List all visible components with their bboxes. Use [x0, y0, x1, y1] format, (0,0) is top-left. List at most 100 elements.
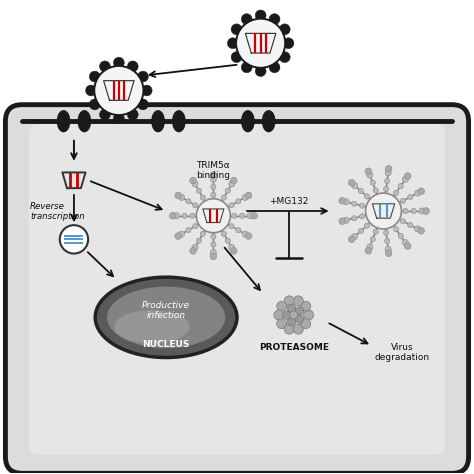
Circle shape [419, 208, 425, 214]
Circle shape [343, 217, 349, 223]
Text: Virus
degradation: Virus degradation [375, 343, 430, 363]
Circle shape [169, 212, 176, 219]
Circle shape [284, 324, 294, 334]
Circle shape [229, 224, 234, 229]
Circle shape [230, 177, 237, 184]
Circle shape [295, 315, 303, 323]
Text: Reverse
transcription: Reverse transcription [30, 201, 85, 221]
Circle shape [141, 85, 152, 96]
Circle shape [232, 213, 237, 219]
Circle shape [411, 209, 416, 214]
Circle shape [192, 224, 198, 229]
Circle shape [86, 85, 96, 96]
Circle shape [241, 62, 252, 73]
Circle shape [398, 183, 403, 189]
Text: TRIM5α
binding: TRIM5α binding [196, 161, 230, 180]
Circle shape [128, 61, 138, 72]
Ellipse shape [57, 111, 70, 132]
Circle shape [228, 181, 235, 187]
Circle shape [301, 319, 311, 328]
Circle shape [418, 188, 425, 194]
Circle shape [128, 109, 138, 120]
Circle shape [186, 228, 191, 233]
Ellipse shape [152, 111, 164, 132]
Circle shape [358, 228, 364, 234]
Circle shape [358, 188, 364, 193]
Circle shape [173, 213, 180, 219]
Circle shape [211, 184, 216, 190]
Circle shape [365, 194, 370, 199]
Circle shape [251, 212, 257, 219]
Text: PROTEASOME: PROTEASOME [259, 343, 328, 352]
Circle shape [403, 209, 408, 214]
FancyBboxPatch shape [5, 105, 469, 474]
Circle shape [228, 245, 235, 251]
Circle shape [414, 226, 420, 232]
Circle shape [293, 324, 303, 334]
Circle shape [401, 198, 406, 203]
Circle shape [210, 249, 217, 255]
Circle shape [287, 318, 296, 326]
Circle shape [236, 18, 285, 68]
Circle shape [211, 242, 216, 247]
Circle shape [201, 195, 206, 200]
Circle shape [239, 213, 245, 219]
Circle shape [190, 213, 195, 219]
Circle shape [402, 176, 409, 182]
Circle shape [293, 296, 303, 306]
Ellipse shape [263, 111, 275, 132]
Circle shape [352, 201, 357, 206]
Circle shape [179, 194, 185, 201]
Circle shape [274, 310, 284, 320]
Circle shape [192, 181, 198, 187]
Circle shape [283, 311, 291, 319]
Circle shape [290, 311, 298, 319]
Circle shape [383, 230, 389, 236]
Circle shape [221, 195, 227, 200]
Circle shape [192, 245, 198, 251]
Circle shape [359, 203, 365, 209]
Circle shape [245, 233, 252, 239]
Circle shape [190, 247, 196, 254]
Circle shape [201, 231, 206, 237]
Circle shape [284, 296, 294, 306]
Circle shape [231, 52, 242, 63]
Circle shape [398, 233, 403, 238]
Circle shape [277, 301, 287, 311]
Circle shape [196, 188, 201, 193]
Circle shape [211, 234, 216, 239]
Circle shape [175, 233, 182, 239]
Circle shape [221, 231, 227, 237]
Circle shape [352, 182, 358, 189]
Circle shape [418, 228, 425, 234]
Circle shape [241, 14, 252, 25]
Circle shape [295, 307, 303, 315]
Circle shape [370, 180, 375, 185]
Circle shape [211, 192, 216, 197]
Circle shape [175, 192, 182, 199]
Circle shape [287, 304, 296, 312]
Circle shape [348, 180, 355, 186]
Circle shape [339, 198, 346, 204]
Circle shape [384, 238, 390, 244]
Circle shape [210, 176, 217, 182]
Ellipse shape [95, 277, 237, 357]
Circle shape [279, 52, 290, 63]
Circle shape [402, 239, 409, 246]
Circle shape [255, 65, 266, 76]
Circle shape [182, 213, 187, 219]
Ellipse shape [107, 287, 225, 348]
Circle shape [236, 199, 241, 204]
Text: NUCLEUS: NUCLEUS [142, 340, 190, 349]
Circle shape [352, 216, 357, 221]
Circle shape [196, 238, 201, 243]
Circle shape [393, 190, 399, 195]
Circle shape [242, 194, 248, 201]
Circle shape [283, 38, 294, 49]
Circle shape [100, 109, 110, 120]
Circle shape [210, 172, 217, 178]
Circle shape [367, 172, 373, 178]
Circle shape [137, 71, 148, 82]
Circle shape [367, 244, 373, 250]
Circle shape [247, 213, 253, 219]
